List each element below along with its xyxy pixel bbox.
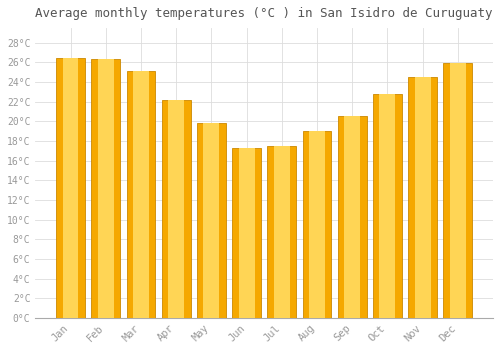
Bar: [238, 148, 254, 318]
Bar: [268, 146, 296, 318]
Title: Average monthly temperatures (°C ) in San Isidro de Curuguaty: Average monthly temperatures (°C ) in Sa…: [36, 7, 493, 20]
Bar: [197, 123, 226, 318]
Bar: [126, 71, 156, 318]
Bar: [450, 63, 466, 318]
Bar: [302, 131, 332, 318]
Bar: [380, 94, 396, 318]
Bar: [338, 117, 366, 318]
Bar: [162, 100, 190, 318]
Bar: [444, 63, 472, 318]
Bar: [56, 57, 85, 318]
Bar: [168, 100, 184, 318]
Bar: [344, 117, 360, 318]
Bar: [309, 131, 325, 318]
Bar: [414, 77, 430, 318]
Bar: [62, 57, 78, 318]
Bar: [408, 77, 437, 318]
Bar: [98, 60, 114, 318]
Bar: [133, 71, 149, 318]
Bar: [373, 94, 402, 318]
Bar: [204, 123, 220, 318]
Bar: [232, 148, 261, 318]
Bar: [274, 146, 289, 318]
Bar: [92, 60, 120, 318]
